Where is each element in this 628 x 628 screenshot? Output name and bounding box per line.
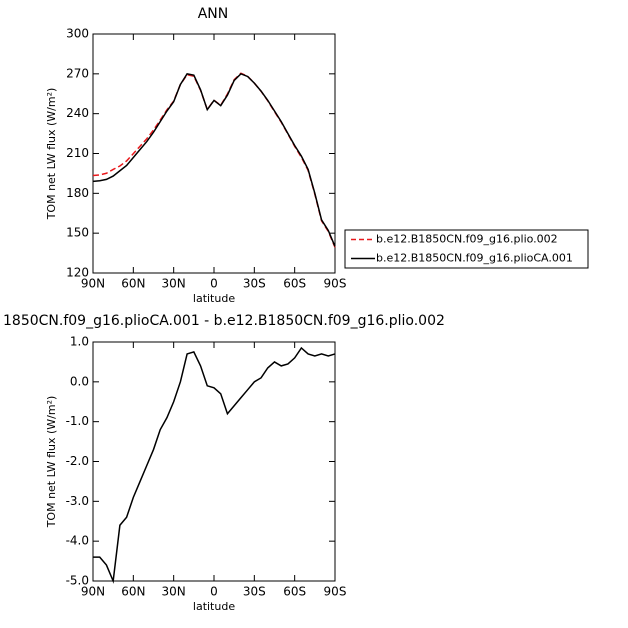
x-tick-label: 30S [243,277,266,291]
y-axis-label: TOM net LW flux (W/m²) [45,396,58,529]
x-tick-label: 90S [324,585,347,599]
x-tick-label: 60S [283,585,306,599]
x-tick-label: 30S [243,585,266,599]
x-tick-label: 30N [162,277,186,291]
y-tick-label: 1.0 [70,335,89,349]
y-tick-label: 210 [66,146,89,160]
y-tick-label: 120 [66,266,89,280]
y-tick-label: 240 [66,106,89,120]
legend-label: b.e12.B1850CN.f09_g16.plio.002 [376,233,558,246]
data-line [92,72,336,248]
y-tick-label: -5.0 [66,574,89,588]
x-axis-label: latitude [193,600,235,613]
x-tick-label: 60S [283,277,306,291]
y-axis-label: TOM net LW flux (W/m²) [45,88,58,221]
plot-frame [92,341,336,582]
data-line [93,346,336,584]
x-tick-label: 90N [81,277,105,291]
y-tick-label: -3.0 [66,494,89,508]
y-tick-label: 270 [66,66,89,80]
y-tick-label: 300 [66,27,89,41]
legend-label: b.e12.B1850CN.f09_g16.plioCA.001 [376,252,573,265]
chart-title: 1850CN.f09_g16.plioCA.001 - b.e12.B1850C… [3,313,445,329]
x-tick-label: 90S [324,277,347,291]
y-tick-label: -4.0 [66,534,89,548]
y-tick-label: -1.0 [66,414,89,428]
y-tick-label: 180 [66,186,89,200]
x-tick-label: 90N [81,585,105,599]
x-tick-label: 30N [162,585,186,599]
x-tick-label: 0 [210,585,218,599]
x-tick-label: 60N [121,585,145,599]
chart-title: ANN [198,6,229,22]
x-tick-label: 60N [121,277,145,291]
y-tick-label: 150 [66,226,89,240]
x-tick-label: 0 [210,277,218,291]
y-tick-label: -2.0 [66,454,89,468]
x-axis-label: latitude [193,292,235,305]
data-line [92,72,336,247]
y-tick-label: 0.0 [70,374,89,388]
legend-box [344,229,589,269]
